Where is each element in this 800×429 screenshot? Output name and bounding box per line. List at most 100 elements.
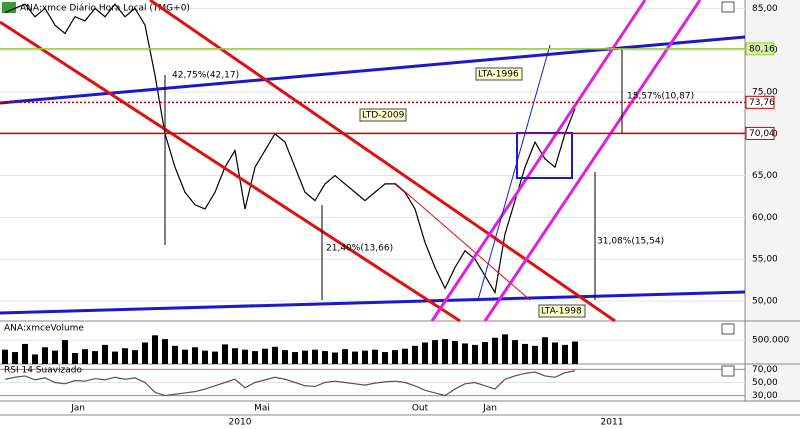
volume-bar bbox=[502, 334, 508, 364]
y-tick-label: 65,00 bbox=[752, 171, 778, 181]
volume-bar bbox=[552, 342, 558, 364]
volume-bar bbox=[2, 349, 8, 364]
volume-bar bbox=[382, 352, 388, 364]
x-tick-label: Mai bbox=[254, 404, 270, 414]
volume-bar bbox=[122, 348, 128, 364]
volume-bar bbox=[572, 341, 578, 364]
volume-bar bbox=[282, 350, 288, 364]
trendline bbox=[483, 0, 702, 322]
level-label: 73,76 bbox=[749, 98, 775, 108]
volume-bar bbox=[152, 335, 158, 364]
level-label-box bbox=[745, 42, 775, 56]
y-tick-label: 30,00 bbox=[752, 391, 778, 401]
volume-bar bbox=[262, 348, 268, 364]
level-label-box bbox=[745, 126, 775, 140]
volume-bar bbox=[132, 350, 138, 364]
year-label: 2011 bbox=[601, 418, 624, 428]
volume-bar bbox=[242, 349, 248, 364]
annotation: 31,08%(15,54) bbox=[597, 237, 664, 247]
volume-bar bbox=[102, 344, 108, 364]
volume-bar bbox=[52, 350, 58, 364]
volume-bar bbox=[492, 337, 498, 364]
price-line bbox=[4, 370, 576, 397]
icon bbox=[2, 2, 16, 13]
volume-bar bbox=[362, 350, 368, 364]
volume-bar bbox=[422, 342, 428, 364]
y-tick-label: 75,00 bbox=[752, 87, 778, 97]
volume-bar bbox=[342, 349, 348, 364]
price-line bbox=[4, 3, 576, 295]
volume-bar bbox=[72, 353, 78, 364]
trendline bbox=[0, 20, 461, 323]
close-button[interactable] bbox=[721, 365, 735, 377]
y-tick-label: 85,00 bbox=[752, 4, 778, 14]
annotation-box bbox=[538, 304, 586, 318]
y-tick-label: 50,00 bbox=[752, 296, 778, 306]
volume-bar bbox=[352, 351, 358, 364]
annotation: 21,40%(13,66) bbox=[326, 244, 393, 254]
volume-bar bbox=[322, 351, 328, 364]
x-tick-label: Out bbox=[412, 404, 429, 414]
annotation-box bbox=[359, 108, 407, 122]
y-tick-label: 500.000 bbox=[752, 336, 789, 346]
y-tick-label: 50,00 bbox=[752, 378, 778, 388]
annotation: 42,75%(42,17) bbox=[172, 71, 239, 81]
trendline bbox=[0, 290, 746, 315]
trendline bbox=[0, 35, 746, 105]
volume-bar bbox=[22, 343, 28, 364]
x-tick-label: Jan bbox=[70, 404, 85, 414]
level-label: 70,04 bbox=[749, 129, 775, 139]
volume-bar bbox=[562, 344, 568, 364]
volume-bar bbox=[172, 345, 178, 364]
year-label: 2010 bbox=[229, 418, 252, 428]
panel-title: RSI 14 Suavizado bbox=[4, 366, 83, 376]
trendline bbox=[394, 182, 531, 301]
volume-bar bbox=[212, 351, 218, 364]
annotation: LTA-1996 bbox=[478, 70, 519, 80]
volume-bar bbox=[482, 342, 488, 364]
volume-bar bbox=[312, 349, 318, 364]
volume-bar bbox=[82, 349, 88, 364]
trendline bbox=[430, 0, 647, 322]
annotation: LTD-2009 bbox=[362, 111, 405, 121]
volume-bar bbox=[222, 344, 228, 364]
volume-bar bbox=[12, 352, 18, 364]
volume-bar bbox=[112, 351, 118, 364]
volume-bar bbox=[432, 340, 438, 364]
volume-bar bbox=[62, 340, 68, 364]
volume-bar bbox=[272, 346, 278, 364]
volume-bar bbox=[92, 351, 98, 364]
axis-area bbox=[745, 0, 800, 402]
annotation: 15,57%(10,87) bbox=[627, 92, 694, 102]
volume-bar bbox=[182, 349, 188, 364]
volume-bar bbox=[462, 343, 468, 364]
level-label: 80,16 bbox=[749, 44, 775, 54]
level-label-box bbox=[745, 95, 775, 109]
panel-title: ANA:xmceVolume bbox=[4, 324, 84, 334]
annotation-box bbox=[475, 67, 523, 81]
volume-bar bbox=[532, 345, 538, 364]
volume-bar bbox=[392, 350, 398, 364]
volume-bar bbox=[162, 339, 168, 364]
volume-bar bbox=[402, 348, 408, 364]
volume-bar bbox=[292, 352, 298, 364]
y-tick-label: 70,00 bbox=[752, 365, 778, 375]
volume-bar bbox=[42, 347, 48, 364]
volume-bar bbox=[202, 350, 208, 364]
close-button[interactable] bbox=[721, 1, 735, 13]
volume-bar bbox=[442, 339, 448, 364]
volume-bar bbox=[522, 343, 528, 364]
chart-title: ANA:xmce Diário Hora Local (TMG+0) bbox=[20, 4, 190, 14]
annotation: LTA-1998 bbox=[541, 307, 582, 317]
close-button[interactable] bbox=[721, 323, 735, 335]
y-tick-label: 55,00 bbox=[752, 255, 778, 265]
volume-bar bbox=[192, 347, 198, 364]
volume-bar bbox=[252, 351, 258, 364]
x-tick-label: Jan bbox=[482, 404, 497, 414]
volume-bar bbox=[232, 348, 238, 364]
volume-bar bbox=[32, 354, 38, 364]
trendline bbox=[477, 44, 551, 301]
volume-bar bbox=[332, 352, 338, 364]
